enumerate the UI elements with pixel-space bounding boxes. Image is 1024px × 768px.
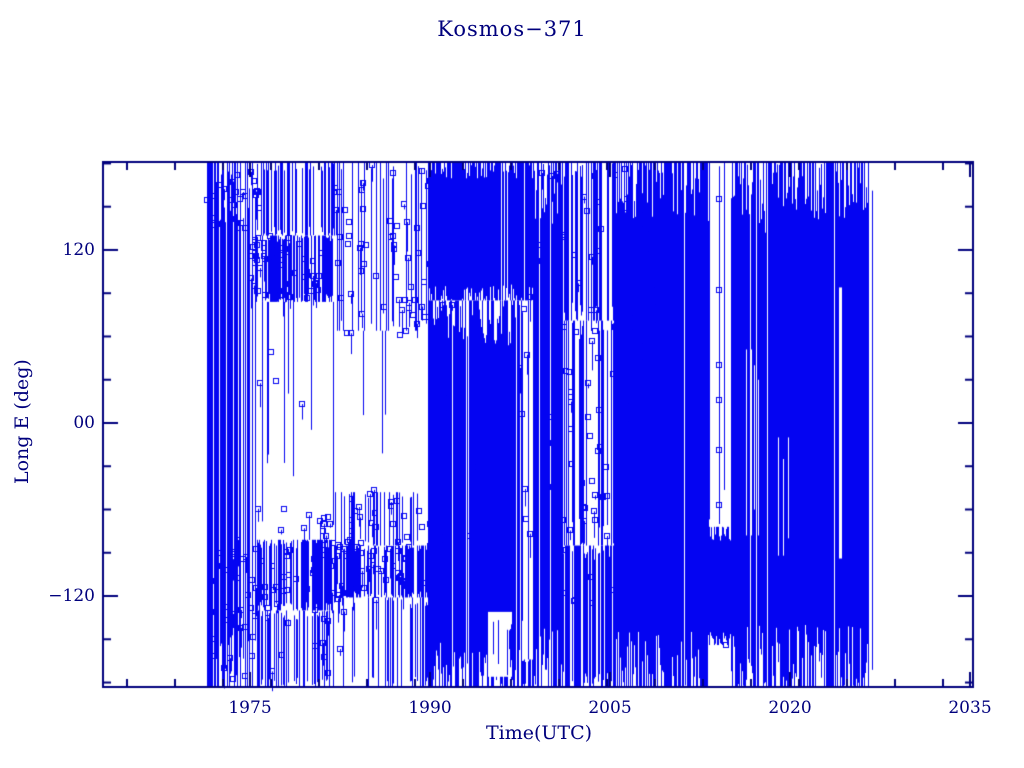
y-tick-label: −120 bbox=[48, 586, 95, 606]
chart-title: Kosmos−371 bbox=[437, 17, 587, 41]
x-tick-label: 2005 bbox=[588, 698, 632, 718]
x-tick-label: 2020 bbox=[768, 698, 812, 718]
x-tick-label: 1975 bbox=[228, 698, 272, 718]
y-tick-label: 00 bbox=[73, 412, 95, 433]
y-axis-label: Long E (deg) bbox=[11, 358, 33, 484]
y-tick-label: 120 bbox=[62, 239, 95, 260]
x-tick-label: 1990 bbox=[408, 698, 452, 718]
x-axis-label: Time(UTC) bbox=[486, 722, 593, 744]
x-tick-label: 2035 bbox=[948, 698, 992, 718]
